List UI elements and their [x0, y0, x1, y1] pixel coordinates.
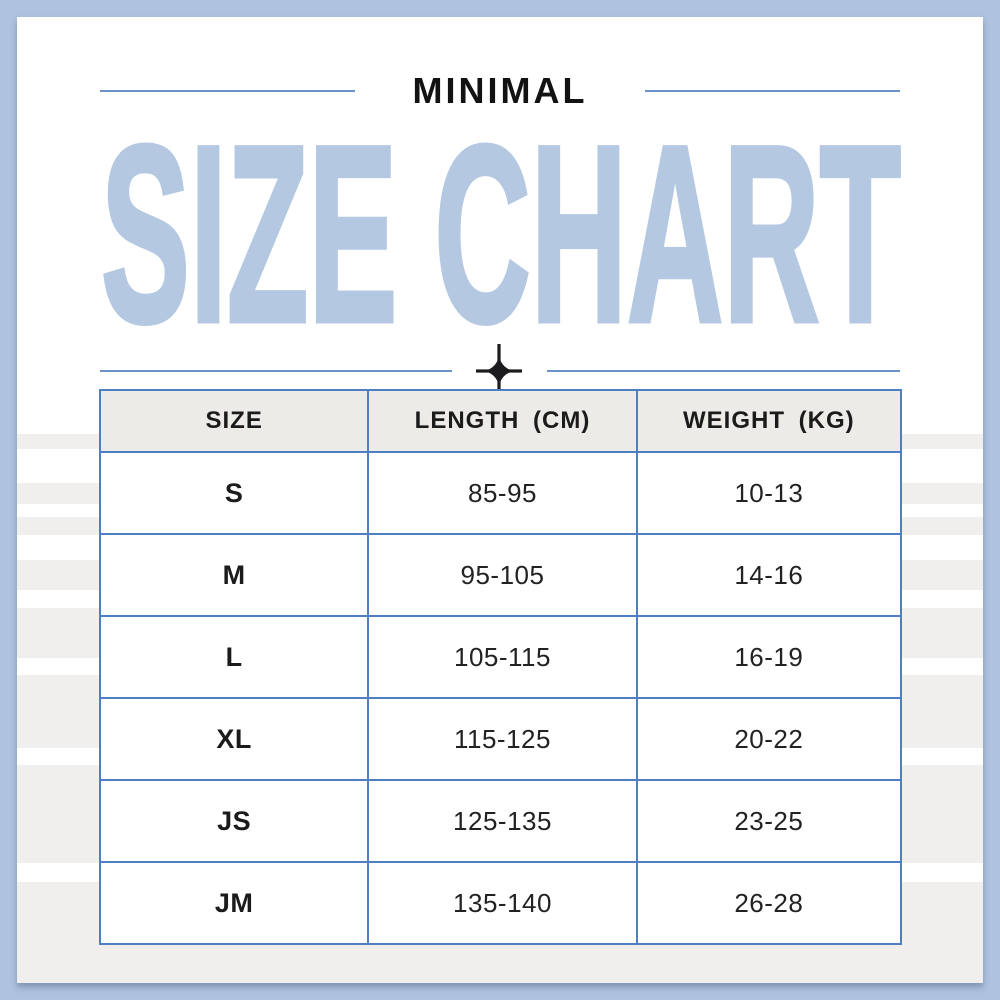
- page-title-text: SIZE CHART: [101, 137, 901, 329]
- size-cell: S: [98, 451, 370, 535]
- weight-cell: 20-22: [635, 697, 903, 781]
- poster-canvas: MINIMAL SIZE CHART SIZE LENGTH (CM): [17, 17, 983, 983]
- brand-header: MINIMAL: [100, 70, 900, 111]
- size-cell: JS: [98, 779, 370, 863]
- size-table-header: SIZE LENGTH (CM) WEIGHT (KG): [98, 389, 903, 453]
- table-row: L 105-115 16-19: [98, 615, 903, 699]
- column-header-size: SIZE: [98, 389, 370, 453]
- divider-line-right: [547, 370, 900, 372]
- weight-cell: 26-28: [635, 861, 903, 945]
- table-row: JM 135-140 26-28: [98, 861, 903, 945]
- size-cell: M: [98, 533, 370, 617]
- table-row: M 95-105 14-16: [98, 533, 903, 617]
- weight-cell: 10-13: [635, 451, 903, 535]
- weight-cell: 23-25: [635, 779, 903, 863]
- table-row: XL 115-125 20-22: [98, 697, 903, 781]
- length-cell: 85-95: [367, 451, 638, 535]
- length-cell: 115-125: [367, 697, 638, 781]
- column-header-length: LENGTH (CM): [367, 389, 638, 453]
- column-header-weight: WEIGHT (KG): [635, 389, 903, 453]
- sparkle-icon: [476, 344, 522, 398]
- size-cell: L: [98, 615, 370, 699]
- length-cell: 135-140: [367, 861, 638, 945]
- size-table-body: S 85-95 10-13 M 95-105 14-16 L 105-115 1…: [98, 451, 903, 945]
- table-row: JS 125-135 23-25: [98, 779, 903, 863]
- size-cell: XL: [98, 697, 370, 781]
- brand-rule-left: [100, 90, 355, 92]
- page-title: SIZE CHART: [99, 137, 904, 329]
- length-cell: 95-105: [367, 533, 638, 617]
- length-cell: 125-135: [367, 779, 638, 863]
- length-cell: 105-115: [367, 615, 638, 699]
- size-cell: JM: [98, 861, 370, 945]
- header-row: SIZE LENGTH (CM) WEIGHT (KG): [98, 389, 903, 453]
- weight-cell: 16-19: [635, 615, 903, 699]
- weight-cell: 14-16: [635, 533, 903, 617]
- brand-rule-right: [645, 90, 900, 92]
- divider-line-left: [100, 370, 452, 372]
- size-table: SIZE LENGTH (CM) WEIGHT (KG) S 85-95 10-…: [98, 389, 903, 945]
- brand-name: MINIMAL: [412, 70, 588, 111]
- table-row: S 85-95 10-13: [98, 451, 903, 535]
